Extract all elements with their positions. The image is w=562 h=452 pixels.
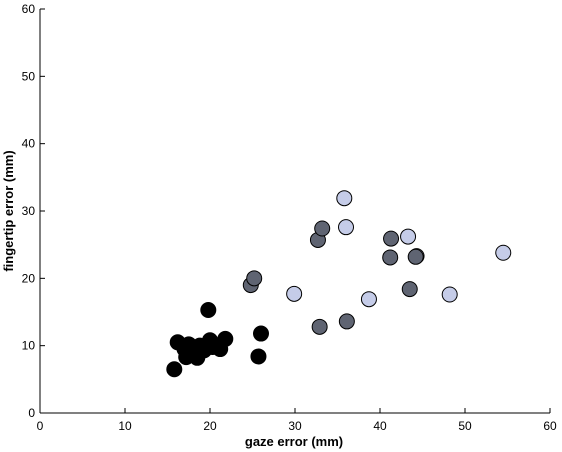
data-point [383, 230, 400, 247]
data-point [246, 270, 263, 287]
data-point [400, 228, 417, 245]
data-point [336, 190, 353, 207]
x-tick-label: 60 [543, 419, 557, 433]
data-point [253, 325, 269, 342]
data-point [166, 361, 183, 378]
x-axis-label: gaze error (mm) [245, 434, 343, 449]
x-tick-label: 30 [288, 419, 302, 433]
y-tick-label: 30 [22, 204, 36, 218]
data-point [441, 286, 458, 303]
x-tick-label: 20 [203, 419, 217, 433]
data-point [250, 348, 267, 365]
data-point [360, 291, 377, 308]
y-tick-label: 40 [22, 137, 36, 151]
y-tick-label: 20 [22, 271, 36, 285]
data-point [217, 330, 234, 347]
data-point [401, 281, 418, 298]
x-tick-label: 0 [37, 419, 44, 433]
y-tick-label: 10 [22, 339, 36, 353]
y-tick-label: 0 [28, 406, 35, 420]
y-tick-label: 60 [22, 2, 36, 16]
x-tick-label: 50 [458, 419, 472, 433]
x-tick-label: 40 [373, 419, 387, 433]
data-point [382, 249, 399, 266]
x-tick-label: 10 [118, 419, 132, 433]
axes [39, 9, 550, 414]
y-tick-label: 50 [22, 69, 36, 83]
data-point [338, 219, 354, 236]
data-points [166, 190, 512, 378]
data-point [314, 220, 331, 237]
data-point [338, 313, 355, 330]
data-point [286, 285, 303, 302]
data-point [495, 244, 512, 261]
data-point [311, 318, 328, 335]
data-point [407, 248, 424, 265]
data-point [200, 301, 217, 318]
ticks: 0 10 20 30 40 50 60 0 10 20 30 40 50 60 [22, 2, 557, 433]
y-axis-label: fingertip error (mm) [1, 150, 16, 271]
